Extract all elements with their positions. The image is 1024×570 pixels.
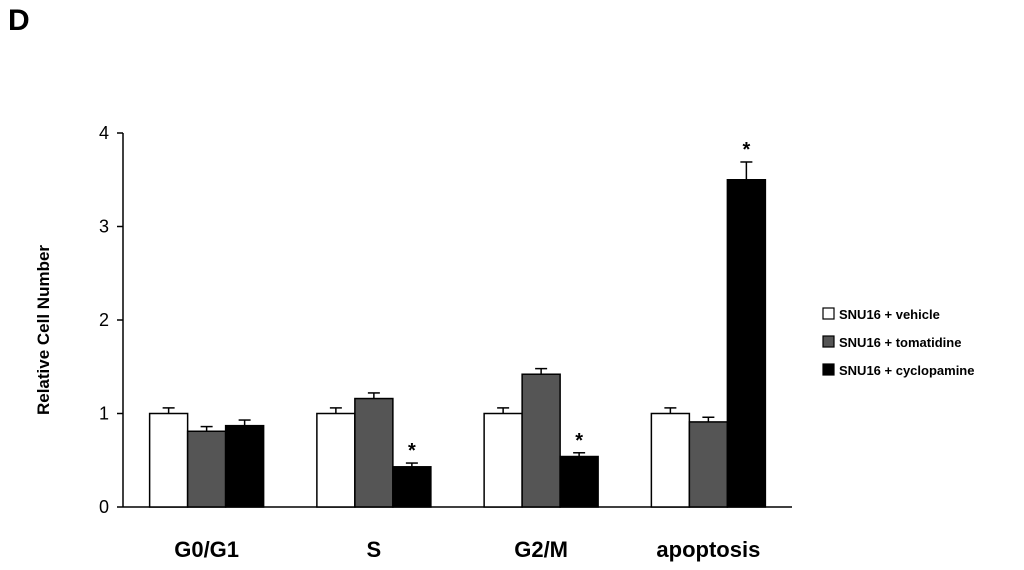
bar <box>354 397 394 508</box>
axes: 0 1 2 3 4 Relative Cell Number <box>34 123 792 517</box>
bar <box>650 412 691 508</box>
significance-marker: * <box>408 440 416 462</box>
category-label: apoptosis <box>656 537 760 562</box>
legend-label: SNU16 + tomatidine <box>839 335 961 350</box>
bar <box>316 412 356 508</box>
panel-label: D <box>8 4 30 37</box>
bar <box>148 412 189 508</box>
bar <box>186 430 227 508</box>
bar <box>483 412 523 508</box>
legend-swatch <box>822 335 835 348</box>
category-label: S <box>367 537 382 562</box>
category-labels: G0/G1 S G2/M apoptosis <box>174 537 760 562</box>
legend-label: SNU16 + vehicle <box>839 307 940 322</box>
legend: SNU16 + vehicle SNU16 + tomatidine SNU16 +… <box>822 307 974 378</box>
y-tick-label: 1 <box>99 404 109 424</box>
legend-swatch <box>822 307 835 320</box>
bar <box>559 455 599 508</box>
category-label: G2/M <box>514 537 568 562</box>
bar <box>392 466 432 508</box>
bar <box>521 373 561 508</box>
legend-label: SNU16 + cyclopamine <box>839 363 974 378</box>
y-tick-label: 3 <box>99 217 109 237</box>
y-tick-label: 2 <box>99 310 109 330</box>
legend-swatch <box>822 363 835 376</box>
significance-marker: * <box>575 430 583 452</box>
bars: * * * <box>148 139 767 508</box>
y-tick-label: 4 <box>99 123 109 143</box>
bar <box>224 424 265 508</box>
bar <box>688 421 729 508</box>
bar <box>726 179 767 508</box>
category-label: G0/G1 <box>174 537 239 562</box>
y-axis-title: Relative Cell Number <box>34 245 53 415</box>
y-tick-label: 0 <box>99 497 109 517</box>
significance-marker: * <box>742 139 750 161</box>
